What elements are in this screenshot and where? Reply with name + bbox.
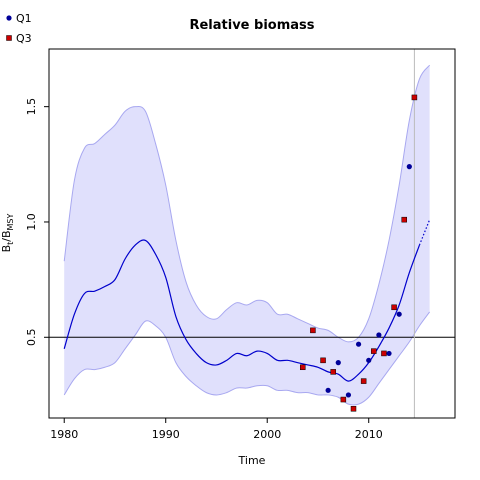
q1-point <box>406 164 412 170</box>
legend: Q1 Q3 <box>6 12 32 45</box>
q3-point <box>340 396 347 403</box>
q1-point <box>335 360 341 366</box>
x-tick-label: 1990 <box>152 428 180 441</box>
q3-point <box>411 94 418 101</box>
q3-point <box>320 357 326 364</box>
band-upper-line <box>63 64 431 343</box>
q1-point <box>396 311 402 317</box>
y-tick-label: 1.5 <box>25 98 38 116</box>
q3-point <box>381 350 387 357</box>
q3-point <box>401 216 407 223</box>
band-lower-line <box>63 311 431 406</box>
y-tick-label: 0.5 <box>25 329 38 347</box>
plot-area <box>49 49 455 418</box>
plot-frame <box>48 48 456 419</box>
y-axis-label-b: B <box>0 245 13 253</box>
y-axis-label-mid: /B <box>0 230 13 241</box>
median-biomass-line <box>63 239 421 382</box>
q1-point <box>376 332 382 338</box>
x-tick-label: 2010 <box>355 428 383 441</box>
x-tick-label: 1980 <box>50 428 78 441</box>
q3-point <box>330 369 336 375</box>
q3-point <box>391 304 397 311</box>
q1-point <box>345 392 352 398</box>
y-axis-label: Bt/BMSY <box>0 213 15 252</box>
legend-label-q1: Q1 <box>16 12 32 25</box>
x-axis-label: Time <box>238 454 266 467</box>
y-axis-label-sub-t: t <box>6 242 15 245</box>
y-tick-label: 1.0 <box>25 213 38 231</box>
q3-point <box>350 406 357 412</box>
q3-point <box>360 378 367 384</box>
axes: 1980 1990 2000 2010 0.5 1.0 1.5 <box>25 48 456 441</box>
projection-line <box>418 219 431 246</box>
legend-marker-q3 <box>6 35 12 41</box>
q1-point <box>386 350 392 357</box>
confidence-band <box>64 65 430 406</box>
x-tick-label: 2000 <box>253 428 281 441</box>
q3-point <box>371 348 377 354</box>
q3-point <box>300 364 306 371</box>
q1-point <box>366 357 372 363</box>
q1-point <box>325 387 331 393</box>
chart-title: Relative biomass <box>189 18 314 33</box>
q3-point <box>310 327 316 334</box>
y-axis-label-sub-msy: MSY <box>6 213 15 230</box>
legend-label-q3: Q3 <box>16 32 32 45</box>
q1-point <box>355 341 362 347</box>
legend-marker-q1 <box>6 15 12 21</box>
